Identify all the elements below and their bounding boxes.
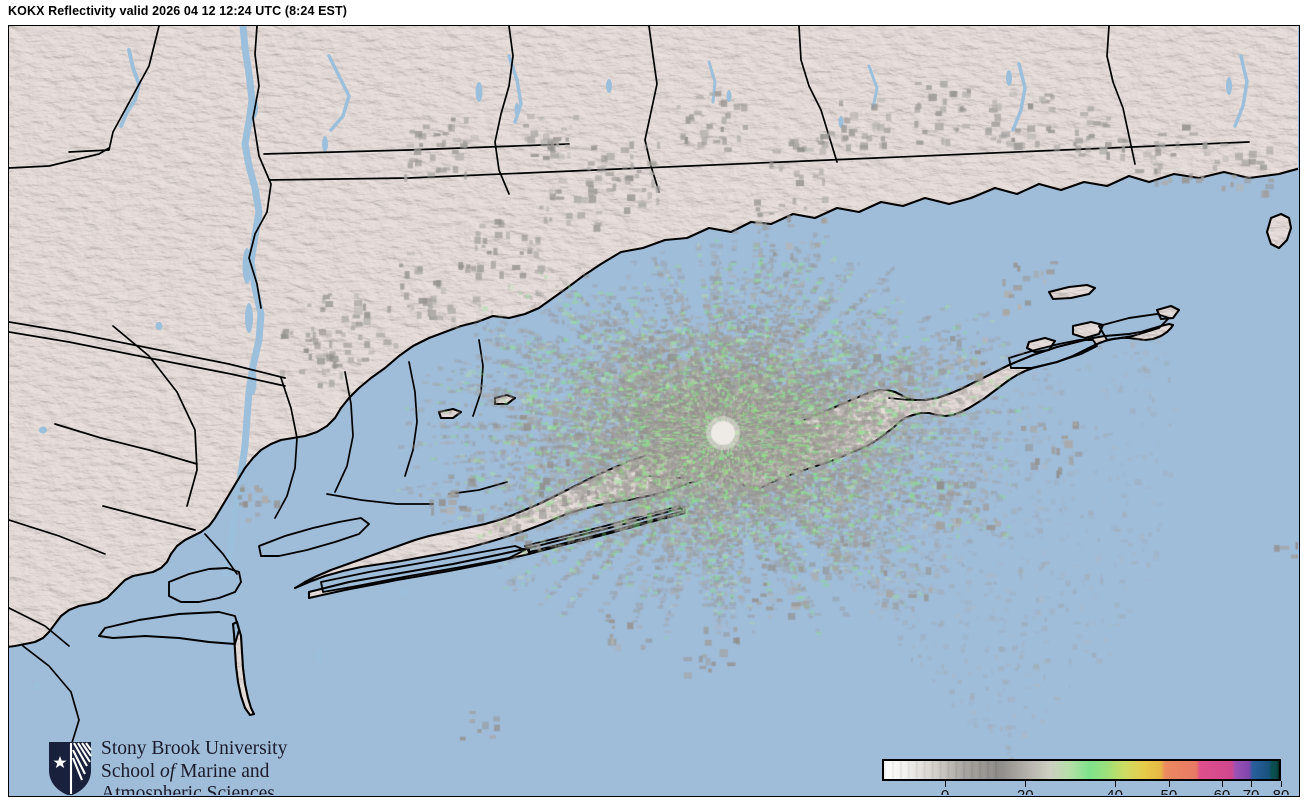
colorbar-label-0: 0 (941, 787, 949, 795)
lake-3 (249, 369, 257, 395)
stony-brook-shield-icon (49, 742, 92, 795)
colorbar-label-40: 40 (1106, 787, 1123, 795)
colorbar-tick-20 (1025, 781, 1027, 787)
colorbar-tick-0 (945, 781, 947, 787)
colorbar-label-80: 80 (1273, 787, 1290, 795)
boundary-21 (326, 493, 434, 505)
stony-brook-logo: Stony Brook University School of Marine … (47, 738, 337, 795)
colorbar-tick-40 (1114, 781, 1116, 787)
lake-16 (33, 681, 41, 691)
logo-line-2: School of Marine and (101, 761, 287, 784)
map-viewport[interactable]: 0 20 40 50 60 70 80 (9, 26, 1298, 795)
lake-2 (245, 303, 253, 333)
lake-15 (39, 426, 47, 434)
logo-line-2-italic: of (160, 760, 176, 782)
lake-5 (475, 82, 483, 102)
lake-8 (726, 90, 732, 102)
colorbar-tick-80 (1281, 781, 1282, 787)
colorbar-label-70: 70 (1243, 787, 1260, 795)
lake-6 (514, 103, 520, 117)
map-frame: 0 20 40 50 60 70 80 (8, 25, 1300, 797)
colorbar-tick-50 (1168, 781, 1170, 787)
logo-line-2-a: School (101, 760, 161, 782)
colorbar-gradient (882, 759, 1281, 781)
lake-10 (1226, 77, 1232, 95)
lake-12 (155, 322, 163, 330)
boundary-22 (404, 361, 418, 477)
reflectivity-colorbar[interactable]: 0 20 40 50 60 70 80 (874, 753, 1294, 795)
boundary-24 (472, 339, 484, 417)
lake-4 (322, 136, 328, 152)
logo-text: Stony Brook University School of Marine … (101, 738, 287, 795)
lake-7 (606, 79, 612, 93)
boundary-23 (448, 481, 508, 495)
logo-line-2-b: Marine and (175, 760, 270, 782)
colorbar-tick-60 (1221, 781, 1223, 787)
lake-14 (400, 588, 410, 596)
colorbar-label-20: 20 (1017, 787, 1034, 795)
colorbar-tick-70 (1251, 781, 1253, 787)
basemap-layer (9, 26, 1298, 773)
colorbar-label-60: 60 (1214, 787, 1231, 795)
lake-11 (838, 116, 844, 128)
terrain-hillshade (9, 26, 1298, 715)
page-title: KOKX Reflectivity valid 2026 04 12 12:24… (8, 4, 347, 18)
lake-9 (1006, 70, 1012, 86)
colorbar-label-50: 50 (1161, 787, 1178, 795)
logo-line-3: Atmospheric Sciences (101, 783, 275, 795)
logo-line-1: Stony Brook University (101, 738, 288, 759)
lake-13 (316, 649, 322, 663)
